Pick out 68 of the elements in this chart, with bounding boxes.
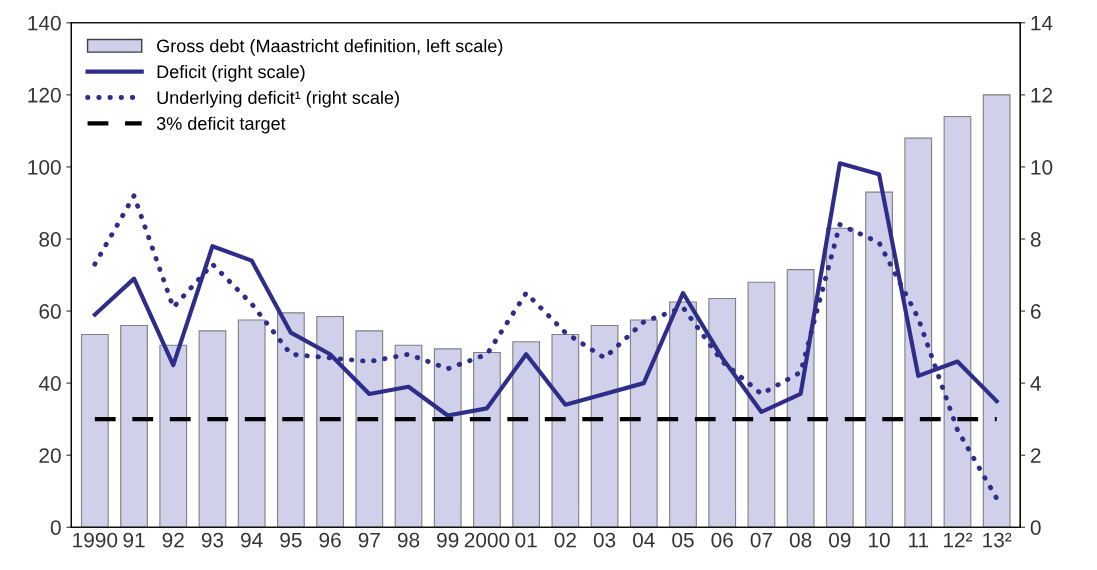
x-tick-label: 94: [241, 532, 263, 548]
legend-label: Underlying deficit¹ (right scale): [157, 90, 399, 108]
y2-tick-label: 6: [1030, 304, 1041, 319]
legend-label: Gross debt (Maastricht definition, left scale): [157, 39, 503, 56]
bar: [825, 227, 854, 528]
y-tick-label: 60: [39, 304, 61, 319]
x-tick-label: 09: [829, 532, 851, 548]
x-tick-label: 98: [397, 532, 420, 548]
x-tick-label: 2000: [464, 532, 510, 548]
bar: [904, 137, 933, 528]
y2-tick-label: 2: [1030, 448, 1041, 463]
x-tick-label: 01: [515, 532, 537, 548]
y-tick-label: 120: [28, 87, 61, 103]
bar: [982, 94, 1011, 528]
bar: [786, 269, 815, 528]
bar: [159, 344, 188, 528]
bar: [237, 319, 266, 528]
y-tick-label: 100: [28, 159, 61, 175]
y-tick-label: 80: [39, 231, 61, 247]
x-tick-label: 12²: [944, 532, 973, 548]
bar: [629, 319, 658, 528]
y-tick-label: 20: [39, 448, 61, 463]
bar: [708, 297, 737, 528]
bar: [747, 281, 776, 528]
bar: [316, 315, 344, 528]
y2-tick-label: 4: [1030, 376, 1041, 391]
x-tick-label: 1990: [73, 532, 118, 548]
x-tick-label: 05: [672, 532, 694, 548]
x-tick-label: 06: [711, 532, 733, 548]
legend-label: Deficit (right scale): [157, 64, 305, 82]
x-tick-label: 11: [909, 532, 929, 548]
bar: [551, 333, 580, 528]
x-tick-label: 02: [554, 532, 576, 548]
x-tick-label: 96: [319, 532, 341, 548]
legend-label: 3% deficit target: [156, 116, 286, 134]
bar: [669, 301, 697, 528]
y2-tick-label: 0: [1030, 520, 1041, 535]
bar: [120, 324, 148, 528]
x-tick-label: 04: [633, 532, 655, 548]
x-tick-label: 07: [750, 532, 772, 548]
y2-tick-label: 10: [1031, 159, 1053, 175]
y-tick-label: 0: [50, 520, 61, 535]
bar: [276, 312, 305, 528]
y-tick-label: 40: [38, 376, 61, 391]
bar: [943, 115, 972, 528]
x-tick-label: 13²: [983, 532, 1012, 548]
y2-tick-label: 12: [1031, 87, 1053, 103]
bar: [433, 348, 462, 528]
bar: [590, 324, 619, 528]
bar: [512, 341, 541, 528]
y-tick-label: 140: [28, 15, 61, 31]
x-tick-label: 10: [869, 532, 890, 548]
x-tick-label: 95: [280, 532, 302, 548]
bar: [865, 191, 893, 528]
x-tick-label: 91: [123, 532, 145, 548]
bar: [198, 330, 227, 528]
bar: [80, 333, 109, 528]
bar: [473, 351, 501, 528]
x-tick-label: 99: [437, 532, 459, 548]
y2-tick-label: 14: [1031, 16, 1053, 31]
x-tick-label: 93: [201, 532, 224, 548]
x-tick-label: 92: [162, 532, 184, 548]
bar: [394, 344, 423, 528]
x-tick-label: 03: [593, 532, 616, 548]
x-tick-label: 97: [358, 532, 380, 548]
y2-tick-label: 8: [1030, 231, 1041, 247]
x-tick-label: 08: [789, 532, 812, 548]
bar: [355, 330, 384, 528]
